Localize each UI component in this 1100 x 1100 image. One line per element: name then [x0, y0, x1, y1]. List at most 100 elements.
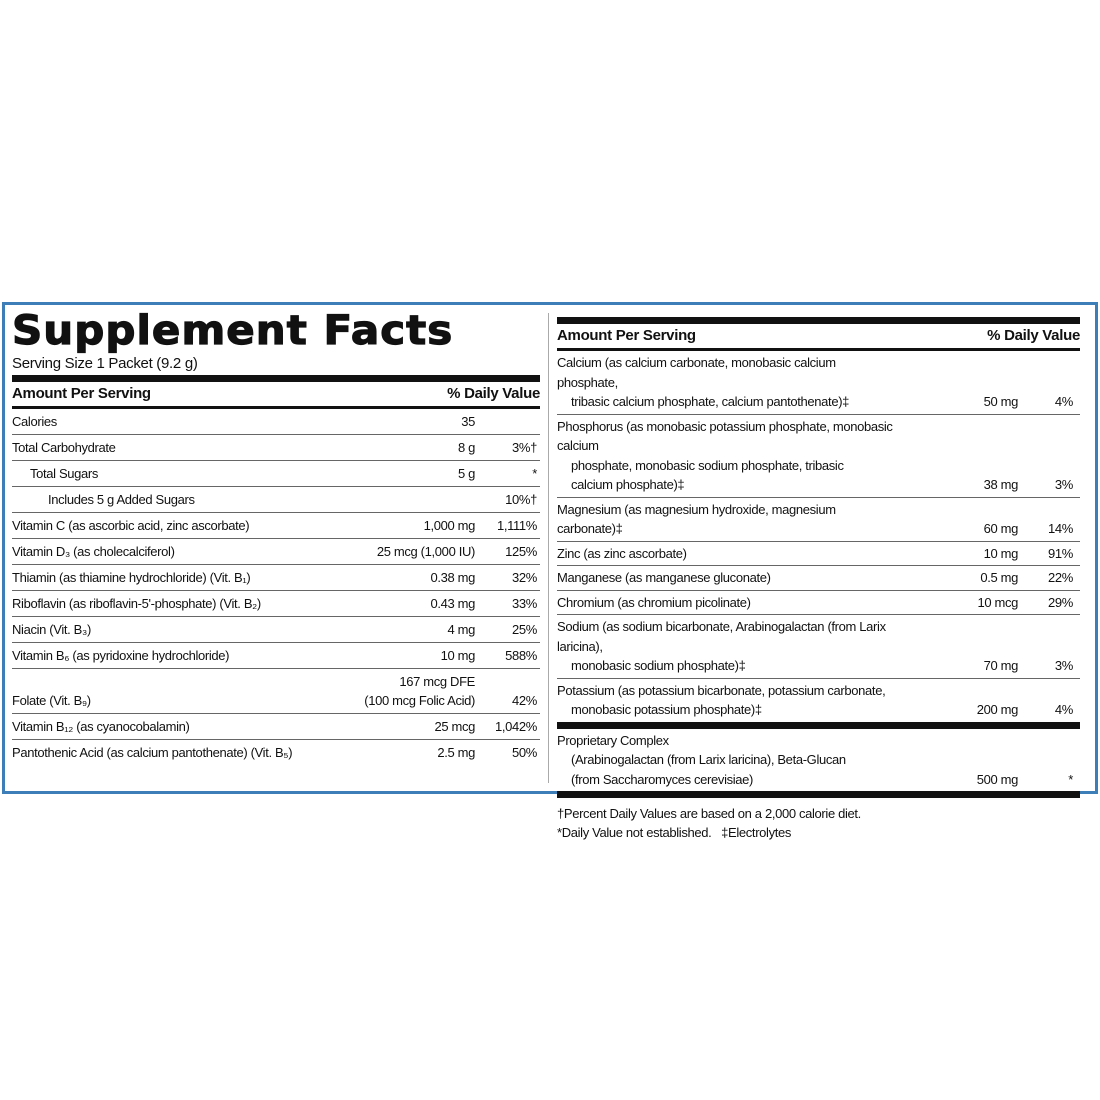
nutrient-name-line: Magnesium (as magnesium hydroxide, magne… [557, 501, 836, 537]
nutrient-row: Sodium (as sodium bicarbonate, Arabinoga… [557, 615, 1080, 679]
rule [12, 406, 540, 409]
daily-value: 1,111% [475, 516, 540, 535]
nutrient-name: Manganese (as manganese gluconate) [557, 568, 898, 588]
amount-text: 60 mg [983, 521, 1019, 536]
amount-header: Amount Per Serving [12, 385, 151, 402]
amount-text: 35 [461, 414, 475, 429]
amount-text: 200 mg [976, 702, 1019, 717]
rows: Proprietary Complex (Arabinogalactan (fro… [557, 729, 1080, 792]
daily-value: * [1018, 770, 1080, 790]
daily-value-text: 4% [1054, 394, 1073, 409]
amount: 0.43 mg [315, 594, 475, 613]
nutrient-name: Total Sugars [12, 464, 315, 483]
daily-value: * [475, 464, 540, 483]
nutrient-name-text: Total Carbohydrate [12, 440, 116, 455]
daily-value: 4% [1018, 700, 1080, 720]
amount-header: Amount Per Serving [557, 327, 696, 344]
amount: 10 mcg [898, 593, 1018, 613]
nutrient-row: Potassium (as potassium bicarbonate, pot… [557, 679, 1080, 722]
nutrient-row: Folate (Vit. B₉) 167 mcg DFE (100 mcg Foli… [12, 669, 540, 714]
nutrient-name-line: (Arabinogalactan (from Larix laricina), … [571, 752, 846, 767]
rows: Calories 35 Total Carbohydrate 8 g 3%† Total … [12, 409, 540, 765]
daily-value-text: * [1068, 771, 1073, 787]
nutrient-name-text: Calories [12, 414, 57, 429]
nutrient-name: Vitamin B₁₂ (as cyanocobalamin) [12, 717, 315, 736]
amount-text: 4 mg [447, 622, 475, 637]
nutrient-row: Niacin (Vit. B₃) 4 mg 25% [12, 617, 540, 643]
daily-value: 32% [475, 568, 540, 587]
daily-value-text: 4% [1054, 702, 1073, 717]
dv-header: % Daily Value [987, 327, 1080, 344]
amount: 25 mcg (1,000 IU) [315, 542, 475, 561]
nutrient-name: Folate (Vit. B₉) [12, 691, 315, 710]
nutrient-name: Proprietary Complex (Arabinogalactan (fro… [557, 731, 898, 790]
nutrient-name-line: Proprietary Complex [557, 732, 669, 748]
daily-value: 14% [1018, 519, 1080, 539]
daily-value: 29% [1018, 593, 1080, 613]
rule [557, 317, 1080, 324]
nutrient-name-line: tribasic calcium phosphate, calcium pant… [571, 394, 850, 409]
daily-value-text: 14% [1048, 521, 1073, 536]
nutrient-row: Total Carbohydrate 8 g 3%† [12, 435, 540, 461]
nutrient-name-line: phosphate, monobasic sodium phosphate, t… [571, 457, 844, 473]
daily-value-text: 50% [512, 745, 537, 760]
nutrient-name-line: Potassium (as potassium bicarbonate, pot… [557, 682, 886, 698]
daily-value-text: 91% [1048, 545, 1073, 561]
nutrient-name: Magnesium (as magnesium hydroxide, magne… [557, 500, 898, 539]
nutrient-row: Proprietary Complex (Arabinogalactan (fro… [557, 729, 1080, 792]
amount: 8 g [315, 438, 475, 457]
daily-value-text: 3% [1054, 658, 1073, 673]
rule [557, 791, 1080, 798]
left-panel: Supplement Facts Serving Size 1 Packet (… [11, 305, 540, 765]
daily-value: 3% [1018, 656, 1080, 676]
amount-text: 0.5 mg [980, 570, 1018, 585]
amount-text: 1,000 mg [423, 518, 476, 533]
daily-value-text: 3% [1054, 477, 1073, 492]
nutrient-row: Chromium (as chromium picolinate) 10 mcg 2… [557, 591, 1080, 615]
amount: 60 mg [898, 519, 1019, 539]
footnotes: †Percent Daily Values are based on a 2,0… [557, 804, 1080, 842]
daily-value-text: 25% [512, 622, 537, 637]
nutrient-name: Riboflavin (as riboflavin-5'-phosphate) … [12, 594, 315, 613]
nutrient-name-line: Zinc (as zinc ascorbate) [557, 545, 687, 561]
daily-value-text: 10%† [505, 492, 537, 507]
footnote: †Percent Daily Values are based on a 2,0… [557, 806, 861, 821]
daily-value-text: 29% [1048, 594, 1073, 610]
amount: 500 mg [898, 770, 1019, 790]
nutrient-name-text: Vitamin D₃ (as cholecalciferol) [12, 544, 175, 559]
amount: 5 g [315, 464, 475, 483]
daily-value-text: 1,042% [495, 719, 537, 734]
amount: 0.5 mg [898, 568, 1018, 588]
title: Supplement Facts [11, 308, 454, 354]
nutrient-row: Zinc (as zinc ascorbate) 10 mg 91% [557, 542, 1080, 566]
nutrient-name-text: Pantothenic Acid (as calcium pantothenat… [12, 745, 293, 760]
amount-line: (100 mcg Folic Acid) [364, 693, 475, 708]
nutrient-row: Vitamin B₁₂ (as cyanocobalamin) 25 mcg 1,0… [12, 714, 540, 740]
nutrient-name-text: Includes 5 g Added Sugars [48, 492, 195, 507]
nutrient-row: Vitamin B₆ (as pyridoxine hydrochloride)… [12, 643, 540, 669]
amount-text: 25 mcg [434, 719, 475, 734]
nutrient-name-text: Vitamin B₆ (as pyridoxine hydrochloride) [12, 648, 230, 663]
nutrient-name: Chromium (as chromium picolinate) [557, 593, 898, 613]
amount-text: 10 mg [440, 648, 476, 663]
amount: 0.38 mg [315, 568, 475, 587]
rule [557, 721, 1080, 729]
nutrient-name-text: Vitamin B₁₂ (as cyanocobalamin) [12, 719, 190, 734]
daily-value: 1,042% [475, 717, 540, 736]
nutrient-row: Riboflavin (as riboflavin-5'-phosphate) … [12, 591, 540, 617]
nutrient-row: Calcium (as calcium carbonate, monobasic… [557, 351, 1080, 415]
amount: 10 mg [898, 544, 1019, 564]
daily-value: 22% [1018, 568, 1080, 588]
amount: 25 mcg [315, 717, 475, 736]
daily-value: 91% [1018, 544, 1080, 564]
amount-text: 0.43 mg [430, 596, 475, 611]
right-panel: Amount Per Serving % Daily Value Calcium… [557, 305, 1080, 842]
rule [12, 375, 540, 382]
nutrient-name: Phosphorus (as monobasic potassium phosp… [557, 417, 898, 495]
amount: 200 mg [898, 700, 1019, 720]
amount-text: 10 mg [983, 545, 1019, 561]
daily-value-text: 22% [1048, 570, 1073, 585]
nutrient-row: Includes 5 g Added Sugars 10%† [12, 487, 540, 513]
amount: 70 mg [898, 656, 1019, 676]
